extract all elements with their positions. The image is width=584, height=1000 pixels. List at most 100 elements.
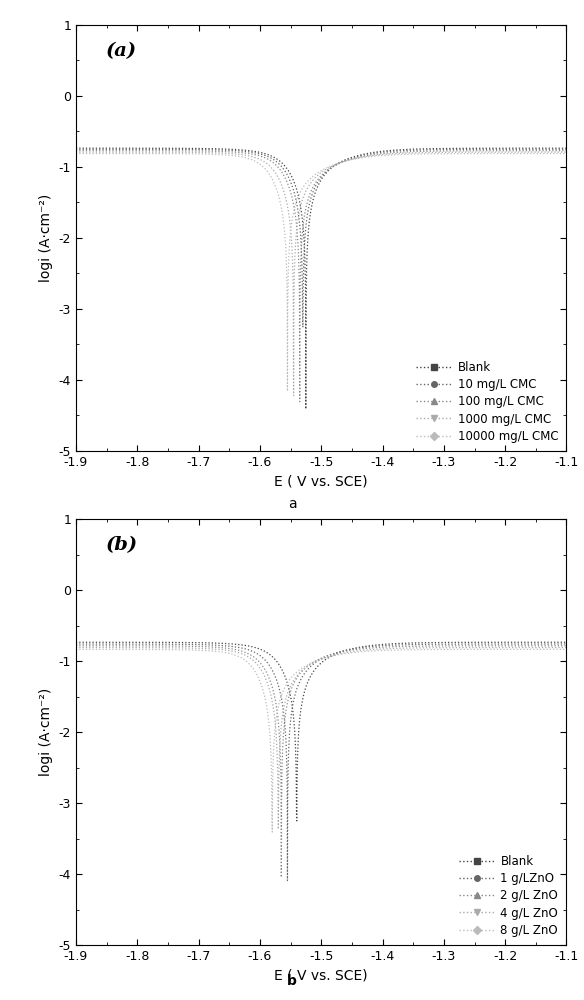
10000 mg/L CMC	[563, 147, 570, 159]
Blank	[311, 664, 318, 676]
10 mg/L CMC	[300, 321, 307, 333]
10 mg/L CMC	[98, 143, 105, 155]
10000 mg/L CMC	[459, 148, 466, 160]
4 g/L ZnO	[549, 642, 556, 654]
1000 mg/L CMC	[459, 146, 466, 158]
1000 mg/L CMC	[98, 146, 105, 158]
10000 mg/L CMC	[549, 147, 556, 159]
4 g/L ZnO	[563, 642, 570, 654]
2 g/L ZnO	[563, 640, 570, 652]
8 g/L ZnO	[549, 643, 556, 655]
10000 mg/L CMC	[98, 147, 105, 159]
10000 mg/L CMC	[298, 184, 305, 196]
10 mg/L CMC	[459, 143, 466, 155]
Legend: Blank, 10 mg/L CMC, 100 mg/L CMC, 1000 mg/L CMC, 10000 mg/L CMC: Blank, 10 mg/L CMC, 100 mg/L CMC, 1000 m…	[414, 359, 561, 445]
1 g/LZnO	[549, 638, 556, 650]
1000 mg/L CMC	[563, 146, 570, 158]
Line: 8 g/L ZnO: 8 g/L ZnO	[76, 649, 566, 832]
4 g/L ZnO	[549, 642, 556, 654]
Blank	[98, 142, 105, 154]
1000 mg/L CMC	[72, 146, 79, 158]
1 g/LZnO	[298, 672, 305, 684]
8 g/L ZnO	[311, 656, 318, 668]
Y-axis label: logi (A·cm⁻²): logi (A·cm⁻²)	[39, 688, 53, 776]
1 g/LZnO	[284, 875, 291, 887]
4 g/L ZnO	[298, 665, 305, 677]
10000 mg/L CMC	[72, 147, 79, 159]
4 g/L ZnO	[275, 823, 282, 835]
Line: Blank: Blank	[76, 148, 566, 409]
Line: 10000 mg/L CMC: 10000 mg/L CMC	[76, 153, 566, 391]
100 mg/L CMC	[98, 145, 105, 157]
1 g/LZnO	[563, 638, 570, 650]
2 g/L ZnO	[98, 640, 105, 652]
1 g/LZnO	[98, 638, 105, 650]
2 g/L ZnO	[278, 871, 285, 883]
Blank	[303, 403, 310, 415]
10000 mg/L CMC	[284, 385, 291, 397]
2 g/L ZnO	[72, 640, 79, 652]
Blank	[293, 815, 300, 827]
Blank	[298, 698, 305, 710]
4 g/L ZnO	[72, 642, 79, 654]
Blank	[72, 142, 79, 154]
10000 mg/L CMC	[549, 147, 556, 159]
Line: 1 g/LZnO: 1 g/LZnO	[76, 644, 566, 881]
4 g/L ZnO	[98, 642, 105, 654]
4 g/L ZnO	[311, 656, 318, 668]
Blank	[459, 636, 466, 648]
8 g/L ZnO	[563, 643, 570, 655]
Text: a: a	[288, 497, 296, 511]
Blank	[549, 142, 556, 154]
Blank	[459, 142, 466, 154]
10 mg/L CMC	[549, 143, 556, 155]
2 g/L ZnO	[311, 655, 318, 667]
100 mg/L CMC	[459, 145, 466, 157]
1000 mg/L CMC	[549, 146, 556, 158]
Blank	[98, 636, 105, 648]
10 mg/L CMC	[72, 143, 79, 155]
8 g/L ZnO	[549, 643, 556, 655]
1 g/LZnO	[459, 638, 466, 650]
Line: 100 mg/L CMC: 100 mg/L CMC	[76, 151, 566, 402]
100 mg/L CMC	[298, 236, 305, 248]
Line: 4 g/L ZnO: 4 g/L ZnO	[76, 648, 566, 829]
Line: 2 g/L ZnO: 2 g/L ZnO	[76, 646, 566, 877]
10000 mg/L CMC	[311, 169, 318, 181]
X-axis label: E ( V vs. SCE): E ( V vs. SCE)	[274, 968, 368, 982]
4 g/L ZnO	[459, 642, 466, 654]
Blank	[563, 142, 570, 154]
Blank	[549, 142, 556, 154]
2 g/L ZnO	[549, 640, 556, 652]
1 g/LZnO	[72, 638, 79, 650]
100 mg/L CMC	[311, 178, 318, 190]
100 mg/L CMC	[549, 145, 556, 157]
2 g/L ZnO	[298, 666, 305, 678]
100 mg/L CMC	[72, 145, 79, 157]
Blank	[549, 636, 556, 648]
Legend: Blank, 1 g/LZnO, 2 g/L ZnO, 4 g/L ZnO, 8 g/L ZnO: Blank, 1 g/LZnO, 2 g/L ZnO, 4 g/L ZnO, 8…	[457, 853, 561, 939]
10 mg/L CMC	[298, 244, 305, 256]
X-axis label: E ( V vs. SCE): E ( V vs. SCE)	[274, 474, 368, 488]
100 mg/L CMC	[549, 145, 556, 157]
Blank	[549, 636, 556, 648]
Blank	[72, 636, 79, 648]
2 g/L ZnO	[459, 640, 466, 652]
Line: Blank: Blank	[76, 642, 566, 821]
Y-axis label: logi (A·cm⁻²): logi (A·cm⁻²)	[39, 194, 53, 282]
Blank	[563, 636, 570, 648]
1 g/LZnO	[311, 657, 318, 669]
Text: b: b	[287, 974, 297, 988]
1 g/LZnO	[549, 638, 556, 650]
Text: (a): (a)	[105, 42, 137, 60]
10 mg/L CMC	[563, 143, 570, 155]
Line: 10 mg/L CMC: 10 mg/L CMC	[76, 149, 566, 327]
100 mg/L CMC	[296, 396, 303, 408]
8 g/L ZnO	[269, 826, 276, 838]
Line: 1000 mg/L CMC: 1000 mg/L CMC	[76, 152, 566, 396]
100 mg/L CMC	[563, 145, 570, 157]
1000 mg/L CMC	[549, 146, 556, 158]
10 mg/L CMC	[311, 182, 318, 194]
1000 mg/L CMC	[298, 196, 305, 208]
8 g/L ZnO	[98, 643, 105, 655]
